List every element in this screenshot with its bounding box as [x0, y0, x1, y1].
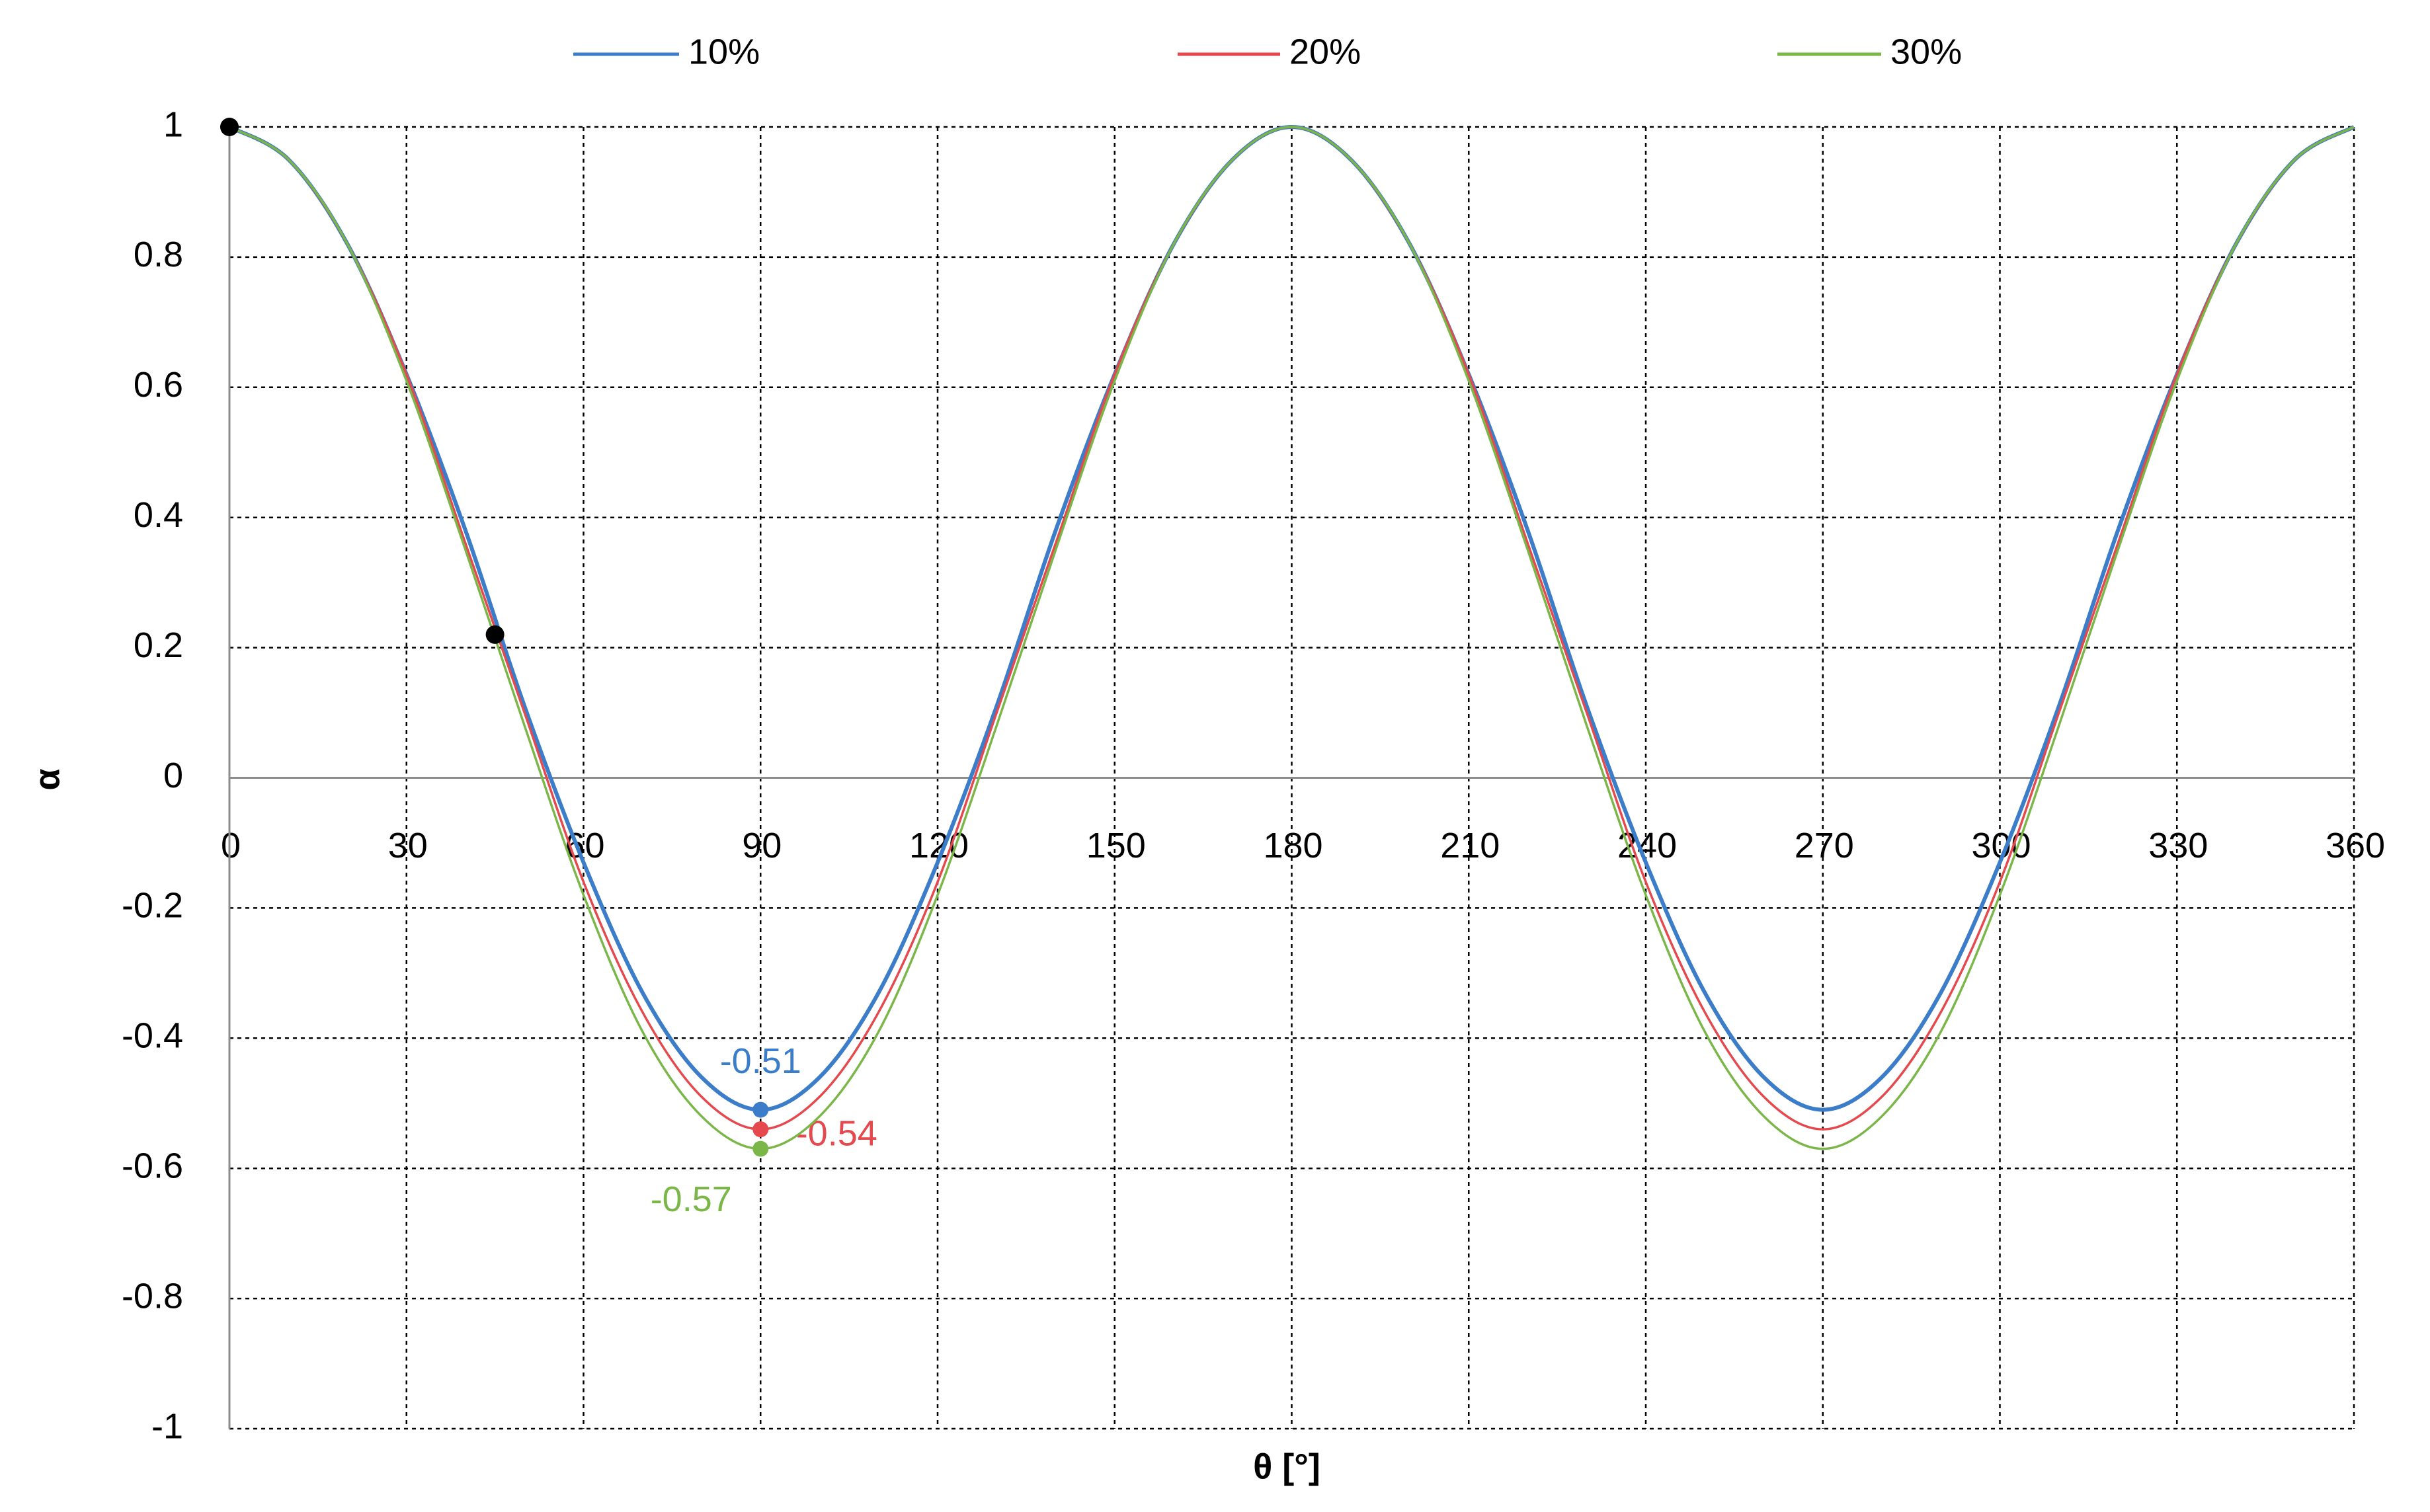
y-tick-label: -0.2: [122, 886, 183, 926]
y-tick-label: 0.6: [134, 365, 183, 405]
y-tick-label: 1: [163, 104, 183, 144]
x-tick-label: 330: [2148, 826, 2208, 865]
x-tick-label: 360: [2326, 826, 2385, 865]
y-tick-label: 0.8: [134, 235, 183, 274]
data-label: -0.51: [720, 1041, 801, 1081]
data-point: [752, 1140, 769, 1157]
x-tick-label: 150: [1086, 826, 1146, 865]
legend-label: 10%: [688, 32, 760, 71]
x-tick-label: 180: [1263, 826, 1322, 865]
data-point: [752, 1101, 769, 1118]
data-point: [752, 1121, 769, 1138]
y-tick-label: 0.4: [134, 495, 183, 535]
legend-label: 30%: [1890, 32, 1962, 71]
legend-label: 20%: [1289, 32, 1361, 71]
y-axis-title: α: [27, 768, 67, 790]
x-tick-label: 90: [742, 826, 782, 865]
y-tick-label: 0.2: [134, 625, 183, 665]
x-tick-label: 210: [1440, 826, 1500, 865]
y-tick-label: 0: [163, 756, 183, 795]
x-axis-title: θ [°]: [1253, 1447, 1320, 1486]
marker: [485, 625, 505, 644]
y-tick-label: -0.6: [122, 1146, 183, 1185]
series-line: [229, 126, 2355, 1150]
x-tick-label: 270: [1795, 826, 1854, 865]
marker: [220, 118, 239, 136]
y-tick-label: -0.4: [122, 1016, 183, 1056]
data-label: -0.57: [651, 1179, 732, 1219]
x-tick-label: 0: [221, 826, 241, 865]
x-tick-label: 30: [388, 826, 428, 865]
data-label: -0.54: [796, 1113, 877, 1153]
y-tick-label: -0.8: [122, 1276, 183, 1316]
y-tick-label: -1: [151, 1406, 183, 1446]
